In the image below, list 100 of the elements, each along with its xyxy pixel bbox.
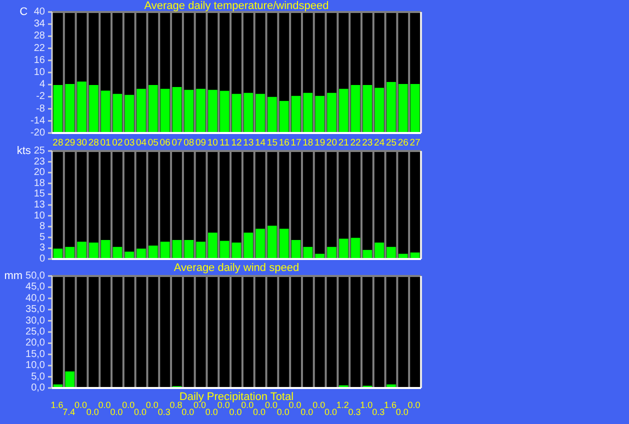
x-tick-label: 30	[76, 138, 88, 148]
data-label: 0.0	[408, 400, 420, 410]
y-axis-title: C	[20, 6, 28, 18]
y-tick-label: 50,0	[26, 270, 46, 282]
x-tick-label: 21	[338, 138, 349, 148]
x-tick-label: 24	[374, 138, 385, 148]
y-tick-label: 10	[34, 210, 46, 222]
y-tick-label: 30,0	[26, 315, 46, 326]
x-tick-label: 09	[196, 138, 206, 148]
y-tick-label: 5	[39, 232, 46, 243]
x-tick-label: 07	[172, 138, 182, 148]
chart-title: Average daily temperature/windspeed	[144, 0, 329, 12]
data-label: 0.0	[122, 400, 135, 410]
data-label: 0.3	[348, 407, 361, 417]
data-label: 0.0	[134, 407, 147, 417]
x-tick-label: 01	[100, 138, 111, 148]
y-tick-label: 0,0	[31, 382, 46, 394]
x-tick-label: 19	[314, 138, 326, 148]
y-tick-label: 40,0	[26, 292, 46, 304]
x-tick-label: 14	[255, 138, 266, 148]
x-tick-label: 13	[243, 138, 254, 148]
y-tick-label: -8	[36, 103, 46, 114]
y-tick-label: 10	[34, 67, 46, 78]
x-tick-label: 28	[52, 138, 64, 148]
y-tick-label: 4	[39, 79, 46, 90]
data-label: 0.0	[288, 400, 302, 410]
data-label: 0.0	[312, 400, 326, 410]
y-tick-label: 40	[34, 6, 46, 18]
data-label: 0.3	[372, 407, 385, 417]
x-tick-label: 02	[112, 138, 123, 148]
data-label: 0.0	[324, 407, 337, 417]
y-tick-label: 45,0	[26, 282, 46, 293]
y-tick-label: 25,0	[26, 326, 46, 338]
data-label: 0.0	[110, 407, 123, 417]
y-tick-label: 8	[39, 221, 46, 232]
y-tick-label: 5,0	[31, 371, 46, 382]
data-label: 0.0	[98, 400, 111, 410]
data-label: 0.3	[158, 407, 170, 417]
x-tick-label: 16	[278, 138, 290, 148]
data-label: 1.0	[360, 400, 373, 410]
data-label: 0.0	[229, 407, 242, 417]
data-label: 0.0	[86, 407, 99, 417]
data-label: 0.0	[264, 400, 278, 410]
y-tick-label: -20	[30, 128, 46, 138]
data-label: 0.0	[194, 400, 206, 410]
x-tick-label: 04	[136, 138, 147, 148]
x-tick-label: 11	[220, 138, 230, 148]
data-label: 1.6	[384, 400, 396, 410]
x-tick-label: 20	[326, 138, 338, 148]
y-tick-label: 23	[34, 156, 46, 168]
y-axis-title: mm	[4, 270, 23, 282]
y-tick-label: 20	[34, 167, 46, 178]
y-tick-label: 25	[34, 146, 46, 156]
x-tick-label: 22	[350, 138, 361, 148]
data-label: 1.6	[50, 400, 64, 410]
text: Daily Precipitation Total	[179, 391, 294, 403]
x-tick-label: 12	[231, 138, 242, 148]
y-tick-label: 35,0	[26, 304, 46, 316]
x-tick-label: 18	[302, 138, 314, 148]
data-label: 0.0	[396, 407, 408, 417]
y-tick-label: 10,0	[26, 360, 46, 372]
x-tick-label: 03	[124, 138, 135, 148]
y-axis-title: kts	[16, 145, 32, 157]
y-tick-label: 15,0	[26, 348, 46, 360]
y-tick-label: 0	[39, 254, 46, 264]
data-label: 0.0	[74, 400, 88, 410]
data-label: 0.0	[205, 407, 218, 417]
y-tick-label: 22	[34, 42, 46, 54]
data-label: 0.0	[146, 400, 158, 410]
x-tick-label: 10	[207, 138, 218, 148]
x-tick-label: 05	[148, 138, 158, 148]
x-tick-label: 25	[386, 138, 397, 148]
x-tick-label: 08	[184, 138, 194, 148]
data-label: 0.0	[276, 407, 290, 417]
y-tick-label: 3	[39, 242, 46, 254]
x-tick-label: 23	[362, 138, 373, 148]
x-tick-label: 27	[410, 138, 420, 148]
y-tick-label: 20,0	[26, 338, 46, 349]
y-tick-label: 16	[34, 54, 46, 66]
x-tick-label: 26	[398, 138, 408, 148]
y-tick-label: 15	[34, 188, 46, 200]
x-tick-label: 06	[160, 138, 170, 148]
data-label: 0.0	[253, 407, 266, 417]
y-tick-label: 13	[34, 200, 46, 210]
data-label: 0.0	[217, 400, 230, 410]
x-tick-label: 17	[290, 138, 302, 148]
data-label: 0.8	[170, 400, 182, 410]
y-tick-label: 28	[34, 30, 46, 42]
data-label: 0.0	[300, 407, 314, 417]
data-label: 0.0	[241, 400, 254, 410]
x-tick-label: 28	[88, 138, 99, 148]
x-tick-label: 29	[64, 138, 76, 148]
data-label: 0.0	[182, 407, 194, 417]
x-tick-label: 15	[266, 138, 278, 148]
y-tick-label: -14	[30, 115, 46, 126]
y-tick-label: 18	[34, 178, 46, 189]
text: Average daily wind speed	[174, 262, 300, 274]
y-tick-label: 34	[34, 18, 46, 30]
data-label: 1.2	[336, 400, 349, 410]
y-tick-label: -2	[36, 91, 46, 102]
